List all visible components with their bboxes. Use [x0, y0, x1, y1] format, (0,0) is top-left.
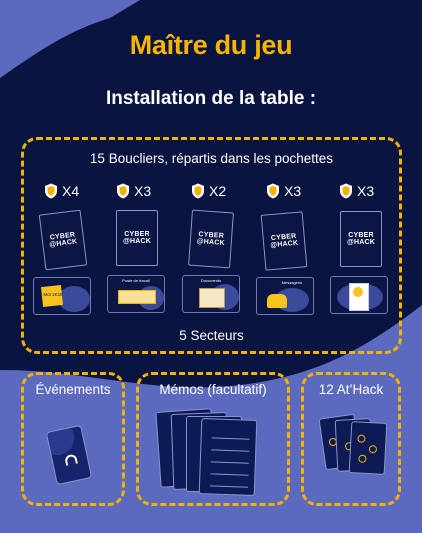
athack-title: 12 At’Hack	[318, 382, 384, 397]
page-subtitle: Installation de la table :	[105, 88, 317, 109]
cyberhack-logo: CYBER @HACK	[270, 232, 299, 250]
shield-count-label: X3	[357, 183, 375, 199]
shield-count-5: X3	[339, 183, 374, 199]
sectors-label: 5 Secteurs	[179, 328, 244, 343]
shield-card: CYBER @HACK	[340, 211, 382, 267]
sector-tag: Mot 1K15	[43, 292, 63, 297]
hack-icon	[368, 445, 378, 454]
shield-icon	[267, 183, 279, 199]
sector-card: Poste de travail	[107, 275, 165, 313]
hack-icon	[358, 454, 367, 463]
shield-count-label: X3	[134, 183, 152, 199]
shield-card: CYBER @HACK	[260, 211, 308, 271]
shield-icon	[117, 183, 129, 199]
memo-card	[198, 418, 258, 496]
sector-card: Documents	[182, 275, 240, 313]
page-title: Maître du jeu	[129, 30, 293, 60]
cyberhack-logo: CYBER @HACK	[122, 231, 152, 245]
sector-tag: Documents	[200, 278, 222, 283]
shield-card: CYBER @HACK	[116, 210, 158, 266]
shields-sectors-box: 15 Boucliers, répartis dans les pochette…	[21, 137, 402, 354]
shield-card: CYBER @HACK	[38, 209, 88, 271]
shield-icon	[45, 183, 57, 199]
cyberhack-logo: CYBER @HACK	[196, 231, 225, 247]
sector-card: Mot 1K15	[33, 277, 91, 315]
athack-box: 12 At’Hack	[301, 372, 401, 506]
shield-count-label: X2	[209, 183, 227, 199]
events-title: Événements	[35, 382, 111, 397]
athack-card	[348, 421, 388, 475]
shield-icon	[192, 183, 204, 199]
shield-card: CYBER @HACK	[188, 209, 234, 269]
memos-title: Mémos (facultatif)	[159, 382, 267, 397]
sector-tag: Poste de travail	[122, 278, 150, 283]
shield-count-1: X4	[44, 183, 79, 199]
shield-icon	[340, 183, 352, 199]
hack-icon	[357, 434, 366, 443]
shields-box-title: 15 Boucliers, répartis dans les pochette…	[89, 151, 334, 166]
sector-tag: Messagerie	[281, 280, 303, 285]
cyberhack-logo: CYBER @HACK	[346, 232, 376, 246]
shield-count-4: X3	[266, 183, 301, 199]
shield-count-2: X3	[116, 183, 151, 199]
sector-card	[330, 276, 388, 314]
shield-count-label: X4	[62, 183, 80, 199]
shield-count-label: X3	[284, 183, 302, 199]
memos-box: Mémos (facultatif)	[136, 372, 290, 506]
events-box: Événements	[21, 372, 125, 506]
cyberhack-logo: CYBER @HACK	[49, 231, 78, 249]
shield-count-3: X2	[191, 183, 226, 199]
sector-card: Messagerie	[256, 277, 314, 315]
